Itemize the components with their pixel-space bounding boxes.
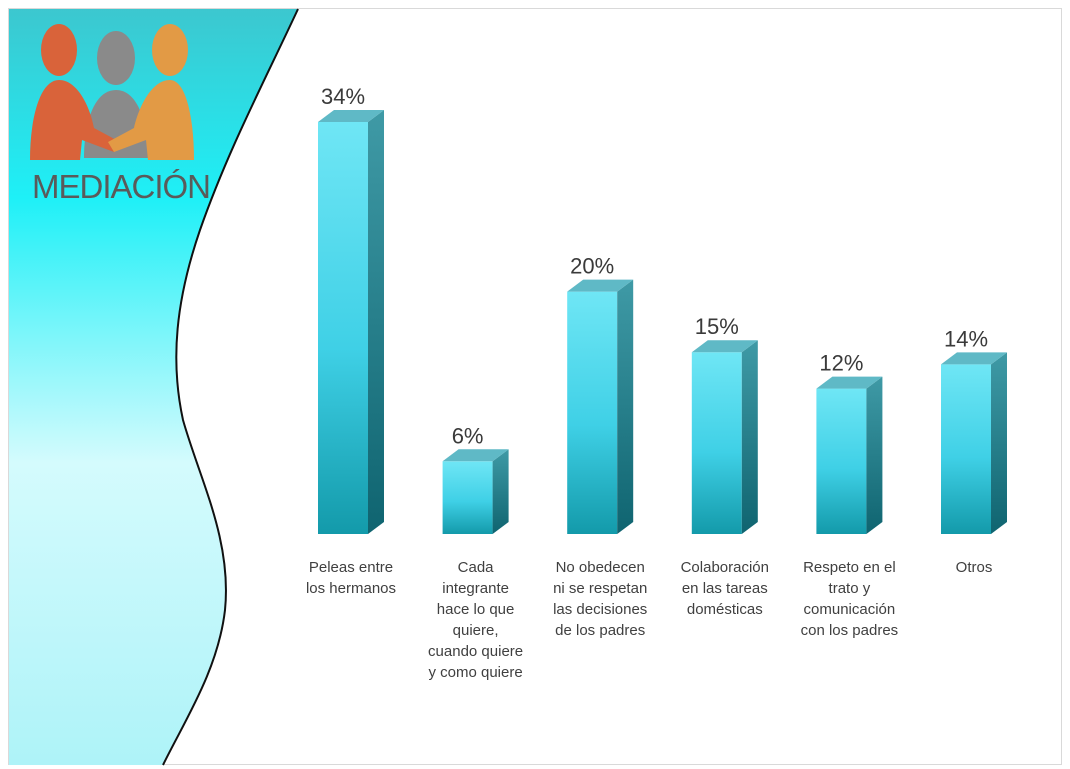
wave-edge-line [162, 8, 299, 766]
bar-top [318, 110, 384, 122]
category-label-line: y como quiere [428, 664, 523, 681]
bar-front [318, 122, 368, 534]
category-label-line: domésticas [686, 601, 763, 618]
bar-3 [567, 279, 634, 534]
data-label: 34% [321, 84, 365, 109]
category-label: Respeto en el trato y comunicación con los … [789, 557, 909, 641]
category-label-line: Respeto en el [803, 559, 896, 576]
bar-front [691, 352, 742, 534]
bar-5 [816, 376, 883, 534]
category-label-line: cuando quiere [428, 643, 524, 660]
bar-side [866, 376, 883, 534]
bar-side [368, 110, 384, 534]
data-label: 20% [570, 254, 614, 279]
category-label-line: los hermanos [305, 580, 397, 597]
bar-side [617, 279, 634, 534]
category-label-line: No obedecen [555, 559, 645, 576]
bar-top [442, 449, 509, 462]
category-label-line: Peleas entre [308, 559, 394, 576]
category-label: Colaboración en las tareas domésticas [665, 557, 785, 620]
category-label: Otros [914, 557, 1034, 578]
bar-top [816, 376, 883, 389]
logo-text: MEDIACIÓN [32, 168, 211, 205]
category-label-line: de los padres [555, 622, 646, 639]
category-label-line: integrante [442, 580, 509, 597]
bar-6 [941, 352, 1007, 534]
category-label-line: las decisiones [553, 601, 648, 618]
category-label-line: Otros [955, 559, 993, 576]
bar-1 [318, 110, 384, 534]
bar-front [567, 291, 618, 534]
bar-front [442, 461, 493, 534]
category-label-line: hace lo que [436, 601, 515, 618]
category-label: Peleas entre los hermanos [291, 557, 411, 599]
category-label-line: Cada [457, 559, 494, 576]
category-label-line: ni se respetan [553, 580, 648, 597]
bar-2 [442, 449, 509, 534]
people-handshake-icon [30, 24, 194, 160]
wave-shape [9, 9, 298, 765]
data-label: 14% [944, 326, 988, 351]
data-label: 6% [452, 423, 484, 448]
category-label-line: quiere, [452, 622, 499, 639]
mediation-logo [22, 18, 202, 208]
bar-side [741, 340, 758, 534]
category-label-line: trato y [828, 580, 871, 597]
category-label-line: con los padres [800, 622, 899, 639]
category-label-line: comunicación [803, 601, 896, 618]
data-label: 15% [695, 314, 739, 339]
bar-top [567, 279, 634, 292]
bar-front [816, 388, 867, 534]
data-label: 12% [819, 351, 863, 376]
category-label-line: Colaboración [680, 559, 769, 576]
category-label: No obedecen ni se respetan las decisiones d… [540, 557, 660, 641]
bar-front [941, 364, 991, 534]
bar-side [991, 352, 1007, 534]
slide-frame [8, 8, 1062, 765]
bar-side [492, 449, 509, 534]
category-label-line: en las tareas [681, 580, 768, 597]
category-label: Cada integrante hace lo que quiere, cuando q… [416, 557, 536, 683]
bar-4 [691, 340, 758, 534]
bar-top [941, 352, 1007, 365]
bar-top [691, 340, 758, 353]
